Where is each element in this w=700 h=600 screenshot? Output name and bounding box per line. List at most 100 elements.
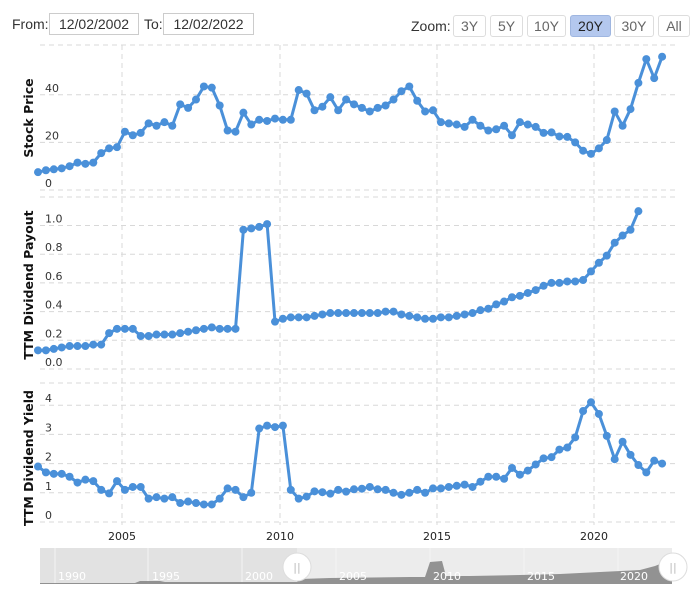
- data-point[interactable]: [547, 453, 556, 462]
- data-point[interactable]: [231, 324, 240, 333]
- data-point[interactable]: [342, 95, 351, 104]
- data-point[interactable]: [334, 106, 343, 115]
- data-point[interactable]: [508, 293, 516, 302]
- data-point[interactable]: [310, 487, 319, 496]
- data-point[interactable]: [452, 311, 461, 320]
- data-point[interactable]: [602, 136, 611, 145]
- data-point[interactable]: [342, 309, 351, 318]
- zoom-10y-button[interactable]: 10Y: [527, 15, 566, 37]
- data-point[interactable]: [500, 297, 509, 306]
- data-point[interactable]: [413, 313, 422, 322]
- data-point[interactable]: [97, 149, 106, 158]
- data-point[interactable]: [207, 500, 216, 509]
- data-point[interactable]: [128, 324, 137, 333]
- data-point[interactable]: [310, 106, 319, 115]
- data-point[interactable]: [413, 485, 422, 494]
- data-point[interactable]: [168, 330, 177, 339]
- data-point[interactable]: [531, 286, 540, 295]
- data-point[interactable]: [642, 55, 651, 64]
- data-point[interactable]: [436, 118, 445, 127]
- data-point[interactable]: [626, 225, 635, 234]
- data-point[interactable]: [539, 454, 548, 463]
- data-point[interactable]: [634, 461, 643, 470]
- data-point[interactable]: [468, 482, 477, 491]
- zoom-all-button[interactable]: All: [658, 15, 690, 37]
- data-point[interactable]: [500, 121, 509, 130]
- data-point[interactable]: [57, 164, 66, 173]
- data-point[interactable]: [492, 472, 501, 481]
- data-point[interactable]: [65, 472, 74, 481]
- data-point[interactable]: [460, 122, 469, 131]
- data-point[interactable]: [278, 115, 287, 124]
- data-point[interactable]: [444, 313, 453, 322]
- data-point[interactable]: [34, 168, 42, 177]
- data-point[interactable]: [523, 466, 532, 475]
- data-point[interactable]: [357, 484, 366, 493]
- data-point[interactable]: [223, 484, 232, 493]
- data-point[interactable]: [89, 158, 98, 167]
- data-point[interactable]: [373, 309, 382, 318]
- data-point[interactable]: [223, 324, 232, 333]
- data-point[interactable]: [247, 488, 256, 497]
- data-point[interactable]: [247, 120, 256, 129]
- data-point[interactable]: [231, 127, 240, 136]
- data-point[interactable]: [207, 83, 216, 92]
- data-point[interactable]: [610, 455, 619, 464]
- data-point[interactable]: [547, 128, 556, 137]
- data-point[interactable]: [594, 409, 603, 418]
- data-point[interactable]: [587, 149, 595, 158]
- data-point[interactable]: [618, 121, 627, 130]
- data-point[interactable]: [65, 342, 74, 351]
- data-point[interactable]: [286, 313, 295, 322]
- data-point[interactable]: [547, 278, 556, 287]
- data-point[interactable]: [65, 162, 74, 171]
- data-point[interactable]: [602, 251, 611, 260]
- data-point[interactable]: [531, 122, 540, 131]
- data-point[interactable]: [57, 469, 66, 478]
- data-point[interactable]: [618, 231, 627, 240]
- data-point[interactable]: [413, 96, 422, 105]
- data-point[interactable]: [294, 313, 303, 322]
- data-point[interactable]: [389, 307, 398, 316]
- data-point[interactable]: [176, 329, 185, 338]
- data-point[interactable]: [452, 481, 461, 490]
- data-point[interactable]: [34, 346, 42, 355]
- data-point[interactable]: [571, 277, 580, 286]
- data-point[interactable]: [89, 340, 98, 349]
- data-point[interactable]: [239, 108, 248, 117]
- data-point[interactable]: [531, 460, 540, 469]
- data-point[interactable]: [492, 300, 501, 309]
- data-point[interactable]: [176, 499, 185, 508]
- data-point[interactable]: [294, 494, 303, 503]
- data-point[interactable]: [421, 488, 430, 497]
- data-point[interactable]: [168, 493, 177, 502]
- data-point[interactable]: [263, 421, 272, 430]
- data-point[interactable]: [579, 407, 588, 416]
- data-point[interactable]: [49, 344, 58, 353]
- data-point[interactable]: [626, 105, 635, 114]
- data-point[interactable]: [373, 485, 382, 494]
- data-point[interactable]: [515, 470, 524, 479]
- data-point[interactable]: [500, 474, 509, 483]
- data-point[interactable]: [397, 490, 406, 499]
- data-point[interactable]: [555, 132, 564, 141]
- data-point[interactable]: [539, 128, 548, 137]
- data-point[interactable]: [263, 220, 272, 229]
- data-point[interactable]: [381, 485, 390, 494]
- data-point[interactable]: [555, 445, 564, 454]
- data-point[interactable]: [184, 327, 193, 336]
- data-point[interactable]: [484, 126, 493, 135]
- data-point[interactable]: [294, 86, 303, 95]
- data-point[interactable]: [113, 324, 121, 333]
- data-point[interactable]: [610, 107, 619, 116]
- data-point[interactable]: [49, 469, 58, 478]
- data-point[interactable]: [508, 463, 516, 472]
- data-point[interactable]: [105, 489, 114, 498]
- data-point[interactable]: [326, 93, 335, 102]
- data-point[interactable]: [81, 342, 90, 351]
- data-point[interactable]: [192, 499, 200, 508]
- data-point[interactable]: [271, 317, 279, 326]
- data-point[interactable]: [136, 128, 145, 137]
- data-point[interactable]: [460, 480, 469, 489]
- navigator-left-handle[interactable]: ||: [282, 552, 312, 582]
